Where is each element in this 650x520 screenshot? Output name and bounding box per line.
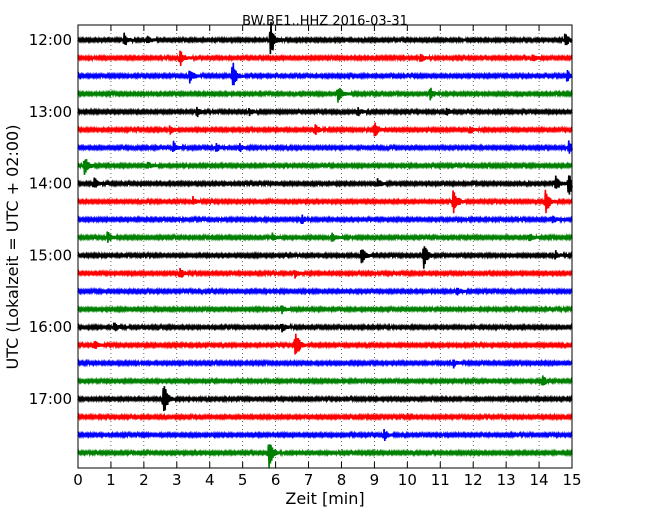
x-tick-label: 14 bbox=[530, 471, 549, 489]
trace-1445 bbox=[77, 231, 573, 243]
x-tick-label: 0 bbox=[73, 471, 83, 489]
trace-1415 bbox=[77, 189, 573, 214]
y-tick-label: 13:00 bbox=[29, 103, 72, 121]
y-tick-label: 12:00 bbox=[29, 31, 72, 49]
x-tick-label: 2 bbox=[139, 471, 149, 489]
y-tick-label: 15:00 bbox=[29, 246, 72, 264]
x-tick-label: 12 bbox=[464, 471, 483, 489]
x-tick-label: 15 bbox=[562, 471, 581, 489]
trace-1600 bbox=[77, 322, 573, 333]
x-axis-title: Zeit [min] bbox=[285, 489, 364, 508]
trace-1745 bbox=[77, 444, 573, 468]
y-tick-label: 17:00 bbox=[29, 390, 72, 408]
trace-1715 bbox=[77, 412, 573, 422]
x-tick-label: 7 bbox=[304, 471, 314, 489]
y-axis: 12:00 13:00 14:00 15:00 16:00 17:00 bbox=[29, 31, 572, 408]
trace-1630 bbox=[77, 358, 573, 369]
trace-1345 bbox=[77, 159, 573, 176]
x-tick-label: 8 bbox=[337, 471, 347, 489]
x-tick-label: 3 bbox=[172, 471, 182, 489]
trace-1645 bbox=[77, 375, 573, 386]
trace-1330 bbox=[77, 140, 573, 154]
y-axis-title: UTC (Lokalzeit = UTC + 02:00) bbox=[3, 125, 22, 370]
traces bbox=[77, 21, 573, 468]
trace-1730 bbox=[77, 428, 573, 442]
trace-1230 bbox=[77, 62, 573, 86]
x-tick-label: 4 bbox=[205, 471, 215, 489]
x-tick-label: 6 bbox=[271, 471, 281, 489]
trace-1515 bbox=[77, 267, 573, 279]
trace-1315 bbox=[77, 122, 573, 137]
y-tick-label: 14:00 bbox=[29, 175, 72, 193]
trace-1245 bbox=[77, 87, 573, 103]
trace-1430 bbox=[77, 214, 573, 224]
trace-1545 bbox=[77, 304, 573, 315]
x-axis: 0 1 2 3 4 5 6 7 8 9 10 11 12 13 14 15 bbox=[73, 25, 582, 489]
x-tick-label: 1 bbox=[106, 471, 116, 489]
plot-frame bbox=[77, 24, 573, 469]
trace-1400 bbox=[77, 175, 573, 195]
x-tick-label: 13 bbox=[497, 471, 516, 489]
x-tick-label: 10 bbox=[398, 471, 417, 489]
trace-1215 bbox=[77, 50, 573, 67]
trace-1500 bbox=[77, 246, 573, 269]
trace-1615 bbox=[77, 333, 573, 355]
x-tick-label: 9 bbox=[370, 471, 380, 489]
trace-1700 bbox=[77, 386, 573, 412]
x-tick-label: 11 bbox=[431, 471, 450, 489]
y-tick-label: 16:00 bbox=[29, 318, 72, 336]
trace-1300 bbox=[77, 106, 573, 118]
trace-1530 bbox=[77, 286, 573, 296]
chart-title: BW.BE1..HHZ 2016-03-31 bbox=[242, 14, 408, 29]
x-tick-label: 5 bbox=[238, 471, 248, 489]
trace-1200 bbox=[77, 21, 573, 55]
